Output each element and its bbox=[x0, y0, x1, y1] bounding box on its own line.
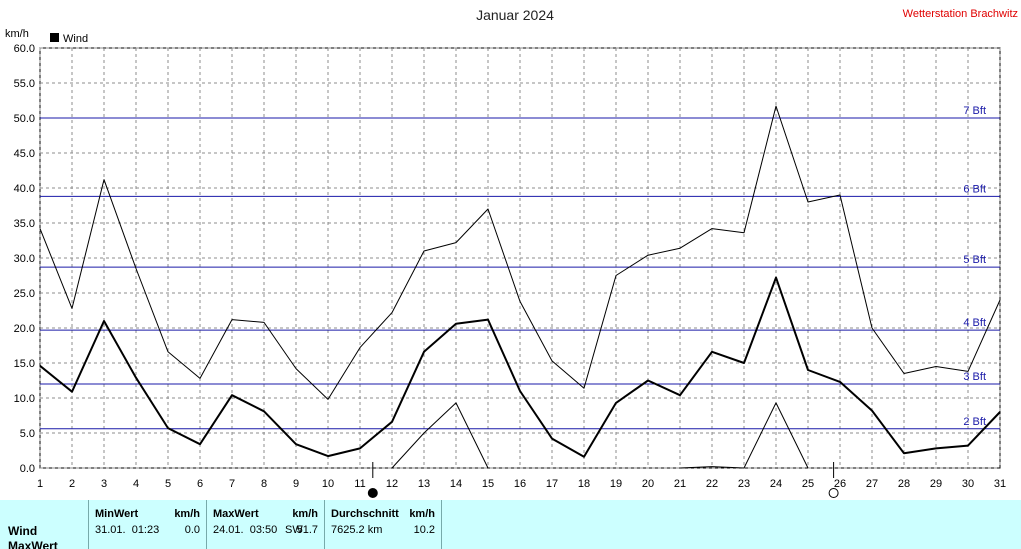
x-tick-label-28: 29 bbox=[930, 478, 942, 490]
x-tick-label-23: 24 bbox=[770, 478, 782, 490]
x-tick-label-26: 27 bbox=[866, 478, 878, 490]
series-2-line-0 bbox=[391, 402, 489, 469]
x-tick-label-15: 16 bbox=[514, 478, 526, 490]
stats-max-unit: km/h bbox=[292, 508, 318, 520]
series-0-line-0 bbox=[39, 276, 1001, 458]
x-tick-label-17: 18 bbox=[578, 478, 590, 490]
x-tick-label-30: 31 bbox=[994, 478, 1006, 490]
y-tick-label-2: 10.0 bbox=[14, 393, 35, 405]
stats-max-value: 51.7 bbox=[296, 524, 318, 536]
new-moon-icon bbox=[367, 488, 378, 498]
x-tick-label-5: 6 bbox=[197, 478, 203, 490]
x-tick-label-6: 7 bbox=[229, 478, 235, 490]
beaufort-label-2: 4 Bft bbox=[963, 317, 986, 329]
stats-min-unit: km/h bbox=[174, 508, 200, 520]
chart-title: Januar 2024 bbox=[476, 7, 554, 23]
x-tick-label-7: 8 bbox=[261, 478, 267, 490]
x-tick-label-19: 20 bbox=[642, 478, 654, 490]
x-tick-label-29: 30 bbox=[962, 478, 974, 490]
x-tick-label-4: 5 bbox=[165, 478, 171, 490]
x-tick-label-14: 15 bbox=[482, 478, 494, 490]
x-tick-label-1: 2 bbox=[69, 478, 75, 490]
x-tick-label-13: 14 bbox=[450, 478, 462, 490]
statistics-panel: Wind MaxWert MinWert km/h 31.01. 01:23 0… bbox=[0, 500, 1021, 549]
x-tick-label-8: 9 bbox=[293, 478, 299, 490]
stats-avg-distance: 7625.2 km bbox=[331, 524, 383, 536]
stats-max-datetime: 24.01. 03:50 bbox=[213, 524, 278, 536]
station-name: Wetterstation Brachwitz bbox=[903, 8, 1018, 20]
y-tick-label-8: 40.0 bbox=[14, 183, 35, 195]
legend-swatch bbox=[50, 33, 59, 42]
stats-max-column: MaxWert km/h 24.01. 03:50 SW 51.7 bbox=[206, 500, 324, 549]
stats-avg-column: Durchschnitt km/h 7625.2 km 10.2 bbox=[324, 500, 442, 549]
y-tick-label-10: 50.0 bbox=[14, 113, 35, 125]
x-tick-label-3: 4 bbox=[133, 478, 139, 490]
x-tick-label-12: 13 bbox=[418, 478, 430, 490]
y-axis-unit: km/h bbox=[5, 28, 29, 40]
x-tick-label-16: 17 bbox=[546, 478, 558, 490]
beaufort-label-4: 6 Bft bbox=[963, 183, 986, 195]
x-tick-label-9: 10 bbox=[322, 478, 334, 490]
y-axis-ticks: 0.0 5.0 10.0 15.0 20.0 25.0 30.0 35.0 40.0 45.0 50… bbox=[14, 43, 35, 475]
moon-phases bbox=[367, 462, 839, 498]
stats-min-datetime: 31.01. 01:23 bbox=[95, 524, 160, 536]
x-tick-label-10: 11 bbox=[354, 478, 365, 490]
y-tick-label-9: 45.0 bbox=[14, 148, 35, 160]
stats-avg-unit: km/h bbox=[409, 508, 435, 520]
y-tick-label-7: 35.0 bbox=[14, 218, 35, 230]
x-tick-label-21: 22 bbox=[706, 478, 718, 490]
y-tick-label-0: 0.0 bbox=[20, 463, 35, 475]
stats-min-value: 0.0 bbox=[184, 524, 200, 536]
legend-label-wind: Wind bbox=[63, 33, 88, 45]
stats-row-label-maxwert: MaxWert bbox=[8, 539, 58, 549]
y-tick-label-12: 60.0 bbox=[14, 43, 35, 55]
beaufort-label-5: 7 Bft bbox=[963, 105, 986, 117]
stats-avg-value: 10.2 bbox=[413, 524, 435, 536]
beaufort-label-0: 2 Bft bbox=[963, 416, 986, 428]
beaufort-label-3: 5 Bft bbox=[963, 254, 986, 266]
x-tick-label-18: 19 bbox=[610, 478, 622, 490]
full-moon-icon bbox=[828, 488, 839, 498]
series-2-line-1 bbox=[679, 402, 809, 469]
y-tick-label-6: 30.0 bbox=[14, 253, 35, 265]
y-tick-label-1: 5.0 bbox=[20, 428, 35, 440]
beaufort-label-1: 3 Bft bbox=[963, 371, 986, 383]
x-axis-ticks: 1 2 3 4 5 6 7 8 9 10 11 12 13 14 15 16 17 18 19 20 21 22 23 24 2… bbox=[37, 478, 1006, 490]
wind-chart: Januar 2024 Wetterstation Brachwitz km/h… bbox=[5, 7, 1018, 498]
stats-min-column: MinWert km/h 31.01. 01:23 0.0 bbox=[88, 500, 206, 549]
series-1-line-0 bbox=[39, 105, 1001, 400]
stats-max-direction: SW bbox=[285, 524, 303, 536]
y-tick-label-11: 55.0 bbox=[14, 78, 35, 90]
y-tick-label-5: 25.0 bbox=[14, 288, 35, 300]
x-tick-label-20: 21 bbox=[674, 478, 686, 490]
x-tick-label-22: 23 bbox=[738, 478, 750, 490]
stats-min-header: MinWert bbox=[95, 508, 139, 520]
x-tick-label-2: 3 bbox=[101, 478, 107, 490]
x-tick-label-27: 28 bbox=[898, 478, 910, 490]
y-tick-label-3: 15.0 bbox=[14, 358, 35, 370]
x-tick-label-24: 25 bbox=[802, 478, 814, 490]
stats-max-header: MaxWert bbox=[213, 508, 259, 520]
series-lines bbox=[39, 105, 1001, 469]
x-tick-label-25: 26 bbox=[834, 478, 846, 490]
x-tick-label-11: 12 bbox=[386, 478, 398, 490]
x-tick-label-0: 1 bbox=[37, 478, 43, 490]
grid-lines bbox=[39, 47, 1001, 469]
y-tick-label-4: 20.0 bbox=[14, 323, 35, 335]
stats-row-label-wind: Wind bbox=[8, 524, 38, 538]
stats-avg-header: Durchschnitt bbox=[331, 508, 399, 520]
